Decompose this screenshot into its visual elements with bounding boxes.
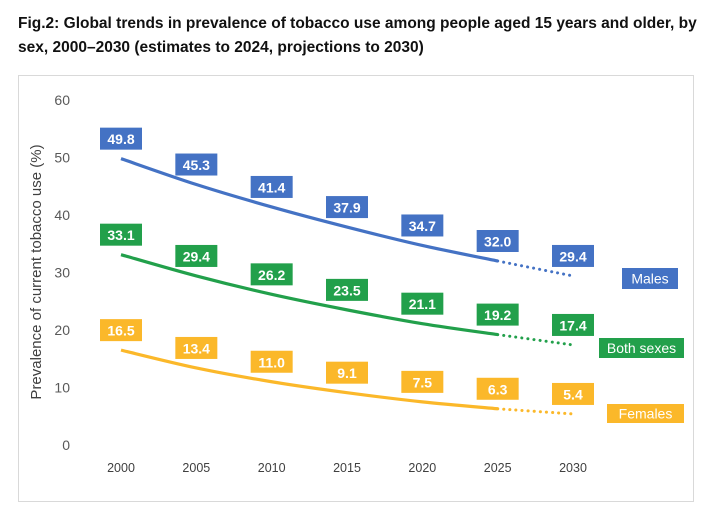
series-line-both-sexes	[120, 253, 498, 337]
data-label-box	[552, 313, 594, 336]
data-label: 33.1	[107, 227, 134, 243]
data-label: 21.1	[409, 296, 436, 312]
data-label-box	[250, 263, 293, 286]
y-tick-label: 50	[54, 150, 70, 166]
y-tick-label: 30	[54, 265, 70, 281]
data-label: 6.3	[488, 381, 508, 397]
x-tick-label: 2025	[484, 461, 512, 475]
data-label-box	[326, 196, 368, 219]
data-label-box	[175, 153, 218, 176]
y-tick-label: 60	[54, 92, 70, 108]
data-label-box	[250, 350, 293, 373]
data-label: 29.4	[183, 248, 210, 264]
y-tick-label: 10	[54, 380, 70, 396]
legend-box	[607, 404, 684, 423]
data-label-box	[476, 377, 519, 400]
data-label: 7.5	[413, 374, 433, 390]
x-tick-label: 2015	[333, 461, 361, 475]
data-label-box	[175, 244, 218, 267]
data-label: 17.4	[559, 317, 586, 333]
data-label-box	[326, 278, 368, 301]
chart-frame	[18, 75, 694, 502]
data-label-box	[401, 214, 444, 237]
data-label: 11.0	[258, 354, 285, 370]
data-label: 26.2	[258, 267, 285, 283]
data-label-box	[100, 319, 142, 342]
data-label-box	[552, 244, 594, 267]
legend-label: Both sexes	[607, 340, 676, 356]
data-label: 23.5	[333, 282, 360, 298]
projection-line-males	[496, 259, 575, 278]
y-tick-label: 40	[54, 207, 70, 223]
x-tick-label: 2005	[182, 461, 210, 475]
x-tick-label: 2030	[559, 461, 587, 475]
projection-line-females	[496, 407, 575, 416]
data-label: 5.4	[563, 386, 583, 402]
series-line-females	[120, 348, 498, 411]
data-label-box	[250, 175, 293, 198]
legend-label: Females	[619, 406, 673, 422]
x-tick-label: 2000	[107, 461, 135, 475]
data-label-box	[401, 292, 444, 315]
data-label-box	[100, 127, 142, 150]
data-label: 16.5	[107, 323, 134, 339]
data-label: 49.8	[107, 131, 134, 147]
data-label-box	[175, 336, 218, 359]
data-label: 32.0	[484, 234, 511, 250]
data-label-box	[401, 370, 444, 393]
data-label-box	[552, 382, 594, 405]
data-label: 41.4	[258, 179, 285, 195]
chart-title: Fig.2: Global trends in prevalence of to…	[18, 15, 697, 56]
data-label-box	[100, 223, 142, 246]
data-label-box	[476, 230, 519, 252]
y-tick-label: 0	[62, 437, 70, 453]
legend-box	[622, 268, 678, 289]
legend-label: Males	[631, 271, 668, 287]
data-label: 13.4	[183, 340, 210, 356]
projection-line-both-sexes	[496, 333, 575, 347]
data-label: 45.3	[183, 157, 210, 173]
y-axis-label: Prevalence of current tobacco use (%)	[28, 144, 45, 399]
y-tick-label: 20	[54, 322, 70, 338]
data-label: 19.2	[484, 307, 511, 323]
x-tick-label: 2020	[408, 461, 436, 475]
data-label-box	[476, 303, 519, 326]
series-line-males	[120, 157, 498, 263]
legend-box	[599, 338, 684, 358]
data-label: 34.7	[409, 218, 436, 234]
data-label: 37.9	[333, 200, 360, 216]
x-tick-label: 2010	[258, 461, 286, 475]
data-label: 9.1	[337, 365, 357, 381]
data-label: 29.4	[559, 248, 586, 264]
data-label-box	[326, 361, 368, 384]
